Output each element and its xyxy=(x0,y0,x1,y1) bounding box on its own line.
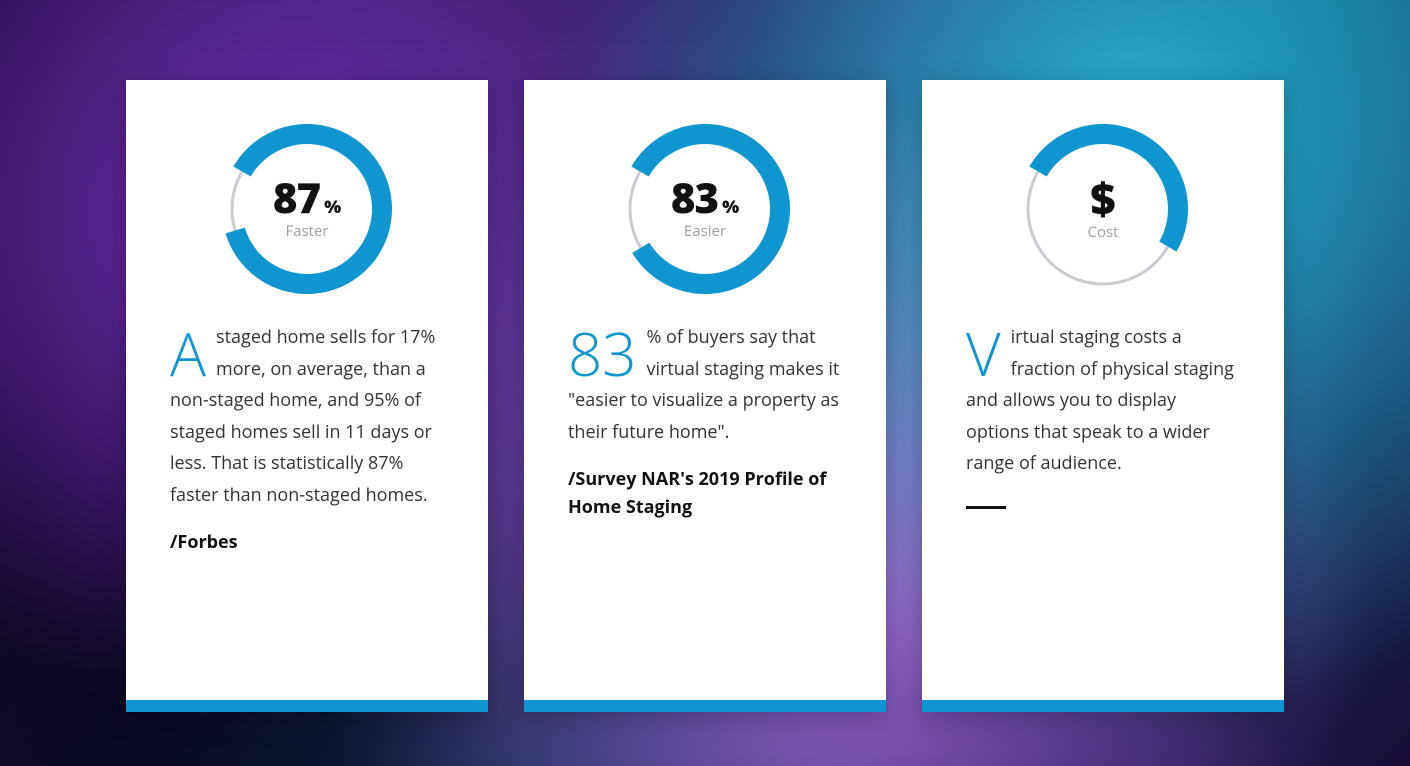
stat-card: 87% Faster A staged home sells for 17% mor… xyxy=(126,80,488,712)
gauge-label: Cost xyxy=(1088,222,1119,242)
stat-card: $Cost Virtual staging costs a fraction of… xyxy=(922,80,1284,712)
dropcap: A xyxy=(170,322,216,380)
card-source: /Survey NAR's 2019 Profile of Home Stagi… xyxy=(568,466,842,522)
donut-gauge: 87% Faster xyxy=(222,124,392,294)
card-body-text: A staged home sells for 17% more, on ave… xyxy=(170,322,444,511)
donut-gauge: 83% Easier xyxy=(620,124,790,294)
gauge-value: 83 xyxy=(671,177,718,219)
dropcap: V xyxy=(966,322,1011,380)
card-source: /Forbes xyxy=(170,529,444,557)
card-body-text: 83% of buyers say that virtual staging m… xyxy=(568,322,842,448)
gauge-label: Faster xyxy=(285,221,328,241)
card-accent-bar xyxy=(524,700,886,712)
gauge-unit: % xyxy=(324,198,341,216)
stat-cards-row: 87% Faster A staged home sells for 17% mor… xyxy=(0,0,1410,712)
gauge-value: 87 xyxy=(273,177,320,219)
stat-card: 83% Easier 83% of buyers say that virtual … xyxy=(524,80,886,712)
card-divider xyxy=(966,506,1006,509)
dropcap: 83 xyxy=(568,322,647,380)
donut-gauge: $Cost xyxy=(1018,124,1188,294)
card-accent-bar xyxy=(126,700,488,712)
dollar-icon: $ xyxy=(1090,176,1115,220)
card-accent-bar xyxy=(922,700,1284,712)
gauge-unit: % xyxy=(722,198,739,216)
gauge-label: Easier xyxy=(684,221,726,241)
card-body-text: Virtual staging costs a fraction of phys… xyxy=(966,322,1240,480)
